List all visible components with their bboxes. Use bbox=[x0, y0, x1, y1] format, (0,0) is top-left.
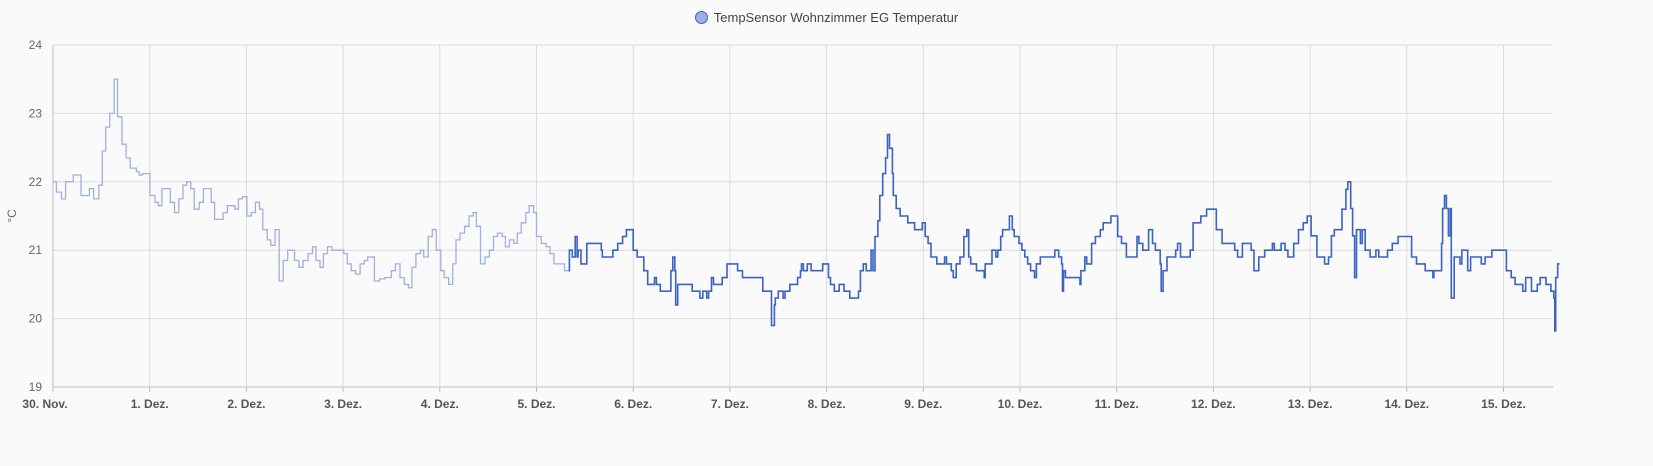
x-tick-label: 8. Dez. bbox=[808, 397, 846, 411]
legend-item-temperature[interactable]: TempSensor Wohnzimmer EG Temperatur bbox=[694, 10, 959, 25]
temperature-series-line[interactable] bbox=[568, 133, 1560, 332]
x-tick-label: 30. Nov. bbox=[22, 397, 67, 411]
x-tick-label: 5. Dez. bbox=[517, 397, 555, 411]
x-tick-label: 9. Dez. bbox=[904, 397, 942, 411]
x-tick-label: 2. Dez. bbox=[227, 397, 265, 411]
legend-label: TempSensor Wohnzimmer EG Temperatur bbox=[713, 10, 959, 25]
x-tick-label: 6. Dez. bbox=[614, 397, 652, 411]
y-tick-label: 19 bbox=[29, 380, 43, 394]
x-tick-label: 1. Dez. bbox=[131, 397, 169, 411]
x-tick-label: 11. Dez. bbox=[1095, 397, 1139, 411]
x-tick-label: 4. Dez. bbox=[421, 397, 459, 411]
y-tick-label: 22 bbox=[29, 175, 43, 189]
legend-marker-icon bbox=[694, 11, 708, 24]
temperature-series-line-older[interactable] bbox=[53, 78, 569, 289]
x-tick-label: 12. Dez. bbox=[1191, 397, 1236, 411]
x-tick-label: 14. Dez. bbox=[1384, 397, 1429, 411]
x-tick-label: 3. Dez. bbox=[324, 397, 362, 411]
x-tick-label: 10. Dez. bbox=[998, 397, 1043, 411]
x-tick-label: 15. Dez. bbox=[1481, 397, 1526, 411]
y-tick-label: 23 bbox=[29, 106, 43, 120]
x-tick-label: 7. Dez. bbox=[711, 397, 749, 411]
chart-legend: TempSensor Wohnzimmer EG Temperatur bbox=[0, 10, 1653, 27]
y-tick-label: 24 bbox=[29, 38, 43, 52]
y-axis-label: °C bbox=[5, 209, 19, 223]
y-tick-label: 20 bbox=[29, 312, 43, 326]
y-tick-label: 21 bbox=[29, 243, 43, 257]
x-tick-label: 13. Dez. bbox=[1288, 397, 1333, 411]
